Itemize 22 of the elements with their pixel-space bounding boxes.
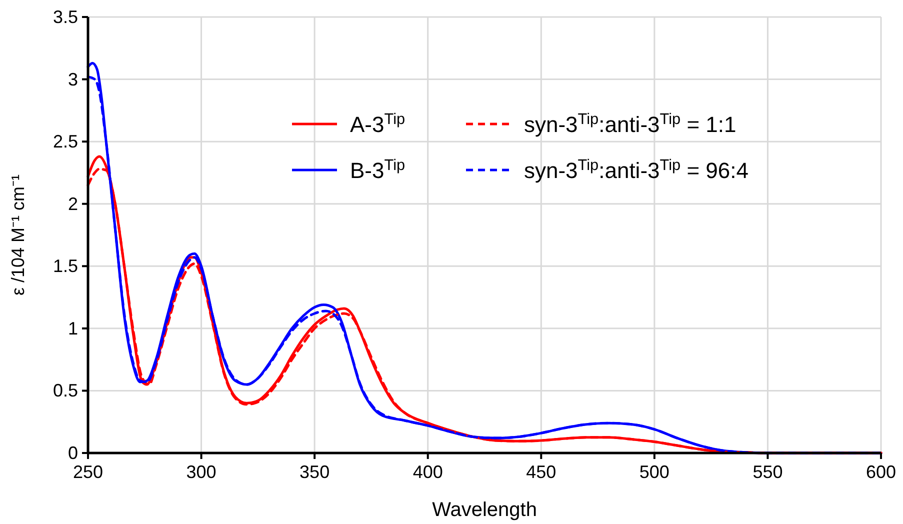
y-tick-label: 2.5	[52, 132, 78, 152]
x-axis-title: Wavelength	[432, 499, 537, 521]
x-tick-label: 250	[72, 462, 104, 482]
y-tick-label: 0	[68, 443, 78, 463]
x-tick-label: 500	[639, 462, 670, 482]
legend-label: B-3$^{Tip}$	[350, 156, 406, 183]
y-axis-title: ε /104 M⁻¹ cm⁻¹	[8, 174, 28, 296]
y-tick-label: 3.5	[52, 7, 78, 27]
y-tick-label: 2	[68, 194, 78, 214]
legend-label: syn-3$^{Tip}$:anti-3$^{Tip}$ = 1:1	[524, 110, 736, 137]
x-tick-label: 600	[866, 462, 896, 482]
y-tick-label: 1	[68, 318, 78, 338]
y-tick-label: 1.5	[52, 256, 78, 276]
x-tick-label: 300	[186, 462, 216, 482]
legend-label: A-3$^{Tip}$	[350, 110, 406, 137]
y-tick-label: 0.5	[52, 380, 78, 401]
x-tick-label: 450	[526, 462, 556, 482]
y-tick-label: 3	[68, 69, 78, 90]
x-tick-label: 550	[752, 462, 783, 482]
x-tick-label: 350	[300, 462, 330, 482]
x-tick-label: 400	[412, 462, 443, 482]
legend-label: syn-3$^{Tip}$:anti-3$^{Tip}$ = 96:4	[524, 156, 748, 183]
